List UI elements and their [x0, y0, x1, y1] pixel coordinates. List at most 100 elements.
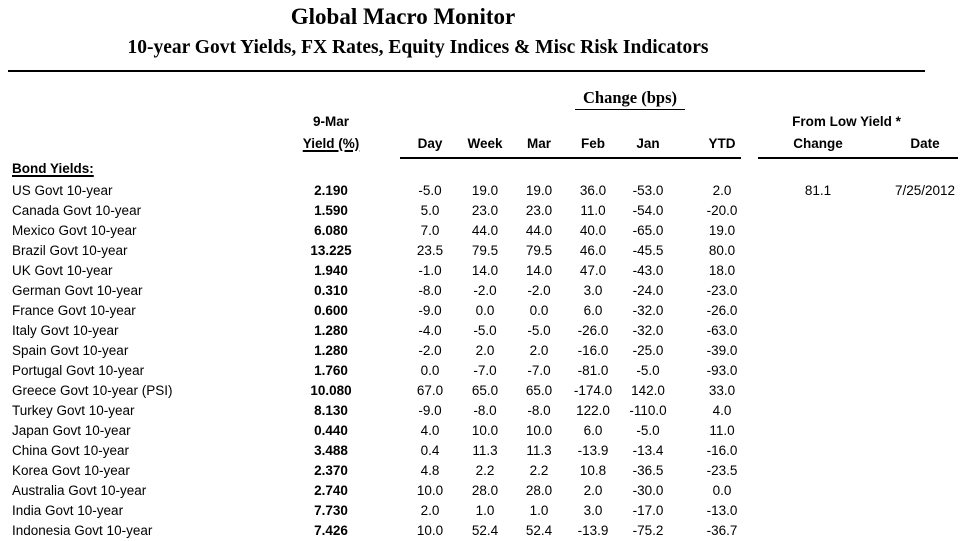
change-week: -7.0: [473, 363, 497, 378]
yield-value: 1.280: [314, 343, 348, 358]
from-low-change: [768, 321, 868, 341]
from-low-date: [889, 281, 961, 301]
yield-value: 1.280: [314, 323, 348, 338]
yield-value: 1.760: [314, 363, 348, 378]
instrument-label: German Govt 10-year: [12, 283, 143, 298]
change-jan: -17.0: [632, 503, 664, 518]
column-header-day: Day: [417, 136, 443, 151]
change-ytd: -13.0: [706, 503, 738, 518]
change-ytd: -39.0: [706, 343, 738, 358]
change-bps-group-header: Change (bps): [530, 88, 730, 110]
change-jan: -43.0: [632, 263, 664, 278]
change-jan: -32.0: [632, 323, 664, 338]
change-feb: -174.0: [573, 383, 613, 398]
table-row: UK Govt 10-year 1.940 -1.0 14.0 14.0 47.0 -43.…: [0, 261, 961, 281]
change-day: -2.0: [418, 343, 442, 358]
asof-date-header: 9-Mar: [312, 114, 349, 129]
change-ytd: -23.0: [706, 283, 738, 298]
change-week: -8.0: [473, 403, 497, 418]
from-low-columns-underline: [758, 157, 958, 159]
change-mar: 1.0: [529, 503, 549, 518]
change-week: 19.0: [471, 183, 499, 198]
instrument-label: Portugal Govt 10-year: [12, 363, 145, 378]
change-mar: -8.0: [527, 403, 551, 418]
change-day: 10.0: [416, 483, 444, 498]
from-low-change: [768, 501, 868, 521]
yield-value: 0.310: [314, 283, 348, 298]
from-low-change: [768, 401, 868, 421]
yield-value: 10.080: [310, 383, 352, 398]
from-low-date: [889, 261, 961, 281]
change-ytd: 4.0: [712, 403, 732, 418]
table-row: Portugal Govt 10-year 1.760 0.0 -7.0 -7.0 -81…: [0, 361, 961, 381]
change-day: -9.0: [418, 303, 442, 318]
table-row: Brazil Govt 10-year 13.225 23.5 79.5 79.5 46.…: [0, 241, 961, 261]
change-jan: -5.0: [636, 363, 660, 378]
instrument-label: UK Govt 10-year: [12, 263, 113, 278]
change-week: 28.0: [471, 483, 499, 498]
change-mar: -5.0: [527, 323, 551, 338]
change-mar: 0.0: [529, 303, 549, 318]
yield-value: 1.590: [314, 203, 348, 218]
from-low-change: [768, 441, 868, 461]
table-row: Italy Govt 10-year 1.280 -4.0 -5.0 -5.0 -26.0…: [0, 321, 961, 341]
table-header-row-2: Yield (%) Day Week Mar Feb Jan YTD Chang…: [0, 134, 961, 154]
change-ytd: -16.0: [706, 443, 738, 458]
change-day: -4.0: [418, 323, 442, 338]
change-ytd: -93.0: [706, 363, 738, 378]
from-low-date: [889, 241, 961, 261]
change-jan: -30.0: [632, 483, 664, 498]
from-low-change: [768, 301, 868, 321]
from-low-change: [768, 381, 868, 401]
table-row: Indonesia Govt 10-year 7.426 10.0 52.4 52.4 -…: [0, 521, 961, 541]
change-day: 5.0: [420, 203, 440, 218]
change-day: 4.8: [420, 463, 440, 478]
change-ytd: -63.0: [706, 323, 738, 338]
instrument-label: Mexico Govt 10-year: [12, 223, 137, 238]
change-week: 44.0: [471, 223, 499, 238]
change-mar: -7.0: [527, 363, 551, 378]
table-row: Canada Govt 10-year 1.590 5.0 23.0 23.0 11.0 -…: [0, 201, 961, 221]
from-low-date: [889, 321, 961, 341]
from-low-change: [768, 201, 868, 221]
change-week: 2.2: [475, 463, 495, 478]
change-day: 0.4: [420, 443, 440, 458]
change-feb: -13.9: [577, 523, 609, 538]
table-header-row-1: 9-Mar From Low Yield *: [0, 112, 961, 132]
change-week: -5.0: [473, 323, 497, 338]
change-week: 11.3: [472, 443, 498, 458]
yield-value: 13.225: [310, 243, 352, 258]
change-mar: 52.4: [525, 523, 553, 538]
change-jan: -13.4: [632, 443, 664, 458]
change-mar: 10.0: [525, 423, 553, 438]
change-week: -2.0: [473, 283, 497, 298]
instrument-label: Indonesia Govt 10-year: [12, 523, 153, 538]
instrument-label: India Govt 10-year: [12, 503, 124, 518]
change-feb: 11.0: [580, 203, 606, 218]
yield-value: 0.440: [314, 423, 348, 438]
yield-value: 0.600: [314, 303, 348, 318]
instrument-label: Japan Govt 10-year: [12, 423, 131, 438]
from-low-date: 7/25/2012: [894, 183, 956, 198]
table-row: Mexico Govt 10-year 6.080 7.0 44.0 44.0 40.0 -…: [0, 221, 961, 241]
table-row: Turkey Govt 10-year 8.130 -9.0 -8.0 -8.0 122.…: [0, 401, 961, 421]
change-day: -8.0: [418, 283, 442, 298]
change-day: 23.5: [416, 243, 444, 258]
change-week: 23.0: [471, 203, 499, 218]
change-mar: 79.5: [525, 243, 553, 258]
instrument-label: US Govt 10-year: [12, 183, 113, 198]
table-row: India Govt 10-year 7.730 2.0 1.0 1.0 3.0 -17.0…: [0, 501, 961, 521]
change-feb: -16.0: [577, 343, 609, 358]
from-low-yield-group-header: From Low Yield *: [792, 114, 901, 129]
from-low-date: [889, 201, 961, 221]
change-ytd: 11.0: [709, 423, 735, 438]
yield-value: 8.130: [314, 403, 348, 418]
change-mar: 65.0: [525, 383, 553, 398]
change-mar: 19.0: [525, 183, 553, 198]
table-row: Japan Govt 10-year 0.440 4.0 10.0 10.0 6.0 -5.…: [0, 421, 961, 441]
change-feb: 47.0: [579, 263, 607, 278]
change-feb: 122.0: [576, 403, 610, 418]
change-ytd: 2.0: [712, 183, 732, 198]
change-day: 2.0: [420, 503, 440, 518]
table-row: US Govt 10-year 2.190 -5.0 19.0 19.0 36.0 -53.…: [0, 181, 961, 201]
